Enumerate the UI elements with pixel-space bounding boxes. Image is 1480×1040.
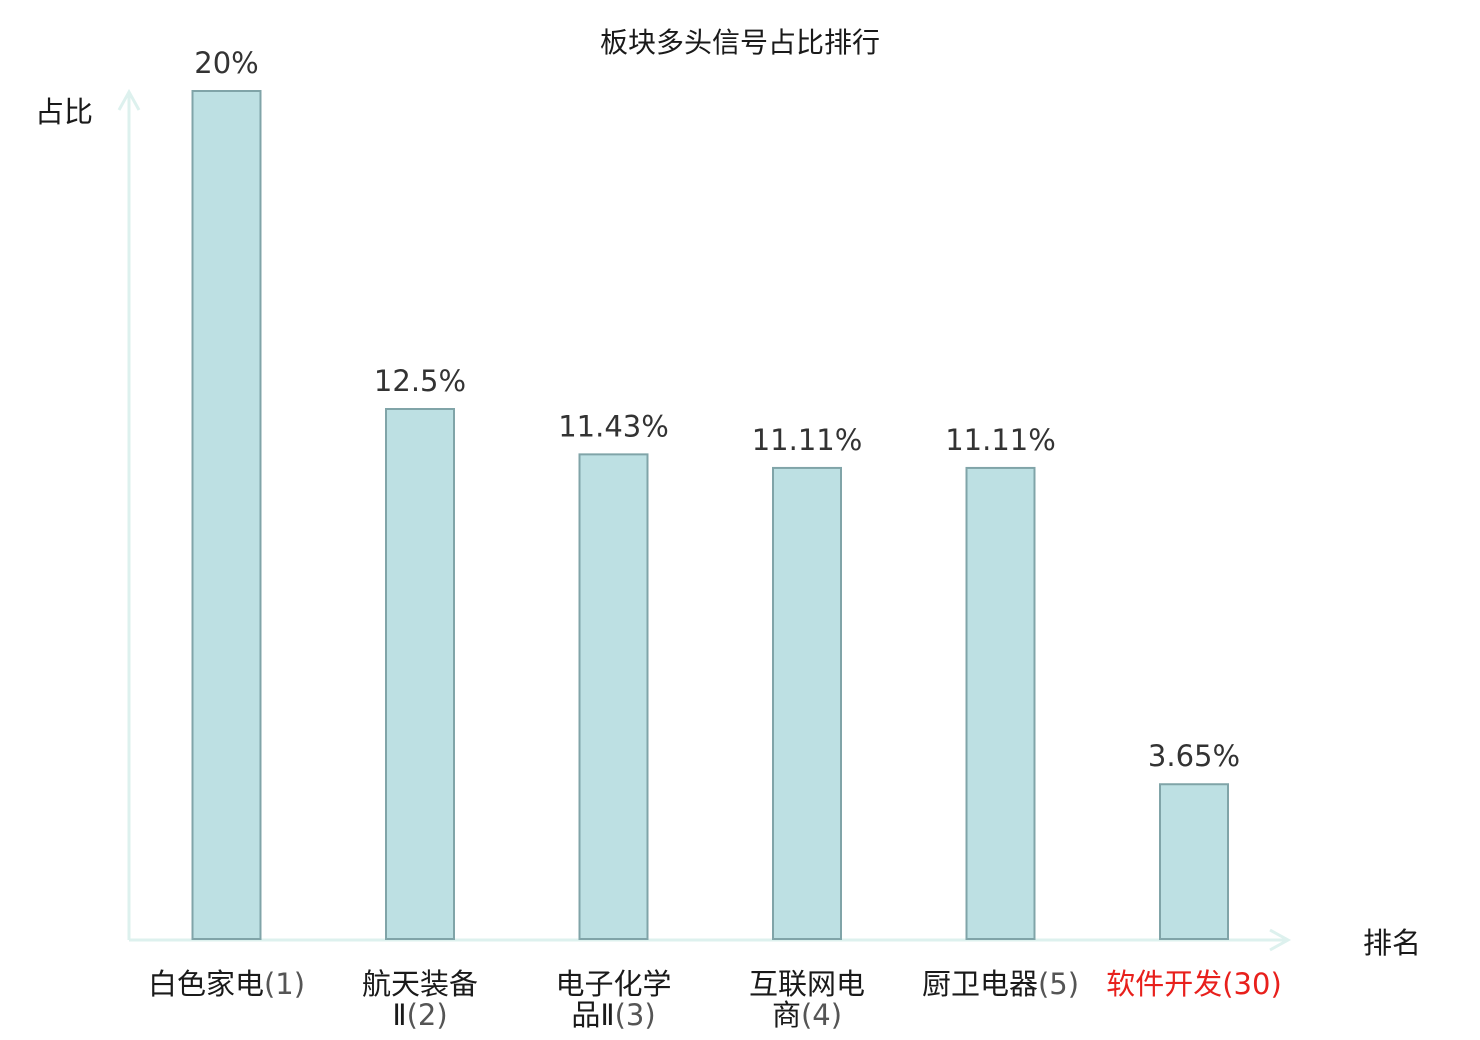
bar [191, 90, 262, 940]
data-label: 3.65% [1148, 739, 1240, 773]
bars-group [191, 90, 1229, 940]
bar [385, 408, 455, 940]
x-tick-rank: (5) [1038, 967, 1079, 1001]
x-tick-rank: (3) [615, 998, 656, 1032]
x-tick-label: 厨卫电器(5) [922, 967, 1079, 1001]
x-axis-arrow [1269, 928, 1292, 952]
x-tick-label: 航天装备 Ⅱ(2) [362, 967, 478, 1032]
data-label: 20% [194, 46, 258, 80]
value-labels-group: 20% 12.5% 11.43% 11.11% 11.11% 3.65% [194, 46, 1240, 773]
chart-title: 板块多头信号占比排行 [600, 26, 880, 59]
x-tick-label-line: 商 [772, 998, 801, 1032]
data-label: 11.11% [945, 423, 1056, 457]
y-axis-arrow [117, 88, 141, 111]
x-tick-label: 软件开发(30) [1106, 967, 1282, 1001]
x-tick-label-line: 航天装备 [362, 967, 478, 1001]
x-tick-label: 电子化学品Ⅱ(3) [555, 967, 671, 1032]
x-tick-label: 白色家电(1) [148, 967, 305, 1001]
x-tick-label-line: 厨卫电器 [922, 967, 1038, 1001]
x-tick-label-line: 白色家电 [148, 967, 264, 1001]
y-axis-title: 占比 [35, 95, 93, 129]
category-labels-group: 白色家电(1) 航天装备 Ⅱ(2) 电子化学品Ⅱ(3) 互联网电商(4) 厨卫电器(5) 软… [148, 967, 1282, 1032]
x-tick-label-line: 互联网电 [749, 967, 865, 1001]
data-label: 12.5% [374, 364, 466, 398]
x-tick-rank: (4) [801, 998, 842, 1032]
bar [578, 453, 649, 940]
bar [772, 466, 842, 940]
bar [1159, 783, 1229, 940]
data-label: 11.11% [752, 423, 863, 457]
data-label: 11.43% [558, 409, 669, 443]
x-axis-title: 排名 [1363, 926, 1421, 960]
axes [117, 88, 1292, 952]
x-tick-label-line: 软件开发 [1106, 967, 1222, 1001]
bar [965, 466, 1036, 940]
x-tick-rank: (30) [1222, 967, 1282, 1001]
x-tick-label-line: 电子化学 [555, 967, 671, 1001]
x-tick-label: 互联网电商(4) [749, 967, 865, 1032]
x-tick-rank: (2) [407, 998, 448, 1032]
x-tick-label-line: 品Ⅱ [571, 998, 614, 1032]
x-tick-rank: (1) [264, 967, 305, 1001]
x-tick-label-line: Ⅱ [392, 998, 406, 1032]
